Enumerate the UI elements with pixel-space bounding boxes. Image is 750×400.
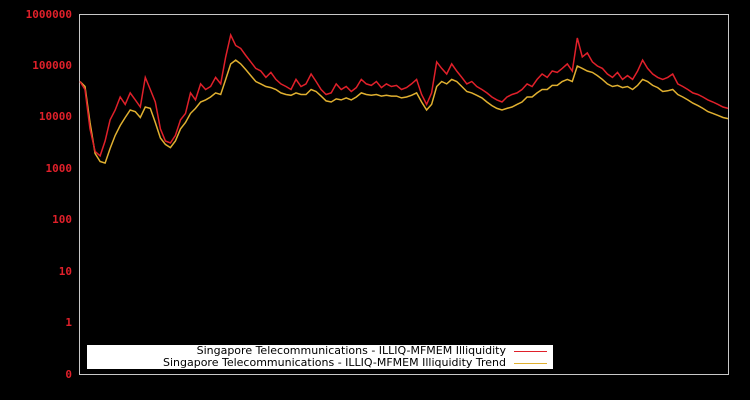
y-tick-label: 10 — [58, 265, 72, 278]
legend-swatch-yellow — [514, 362, 547, 364]
illiquidity-line — [79, 32, 729, 158]
y-tick-label: 100000 — [32, 59, 72, 72]
legend-item-illiquidity: Singapore Telecommunications - ILLIQ-MFM… — [197, 345, 553, 357]
legend-item-illiquidity-trend: Singapore Telecommunications - ILLIQ-MFM… — [163, 357, 553, 369]
y-tick-label: 10000 — [38, 110, 72, 123]
y-tick-label: 1000000 — [25, 8, 72, 21]
y-tick-label: 100 — [52, 213, 72, 226]
plot-frame — [79, 14, 729, 375]
legend-label: Singapore Telecommunications - ILLIQ-MFM… — [162, 356, 506, 369]
illiquidity-trend-line — [79, 59, 729, 165]
y-tick-label: 1 — [65, 316, 72, 329]
chart-legend: Singapore Telecommunications - ILLIQ-MFM… — [87, 345, 553, 369]
y-tick-label: 1000 — [45, 162, 73, 175]
legend-label: Singapore Telecommunications - ILLIQ-MFM… — [196, 344, 506, 357]
y-tick-label: 0 — [65, 368, 72, 381]
legend-swatch-red — [514, 350, 547, 352]
